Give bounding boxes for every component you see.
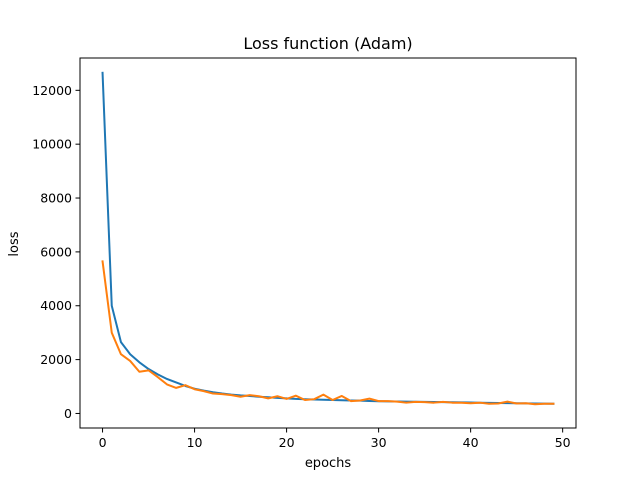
axes-frame <box>79 57 577 429</box>
y-tick-label: 6000 <box>40 244 72 259</box>
y-tick-label: 12000 <box>32 83 72 98</box>
y-tick-label: 4000 <box>40 298 72 313</box>
y-tick-label: 10000 <box>32 137 72 152</box>
y-tick-label: 8000 <box>40 191 72 206</box>
plot-area: 0 10 20 30 40 50 0 2000 4000 6000 8000 10000 12000 <box>32 57 577 450</box>
x-tick-label: 0 <box>99 435 107 450</box>
y-tick-label: 0 <box>64 406 72 421</box>
x-axis-label: epochs <box>305 456 352 471</box>
y-tick-label: 2000 <box>40 352 72 367</box>
x-tick-label: 10 <box>187 435 203 450</box>
series-line-2 <box>101 260 555 406</box>
x-tick-label: 20 <box>279 435 295 450</box>
x-tick-label: 40 <box>463 435 479 450</box>
x-tick-label: 30 <box>371 435 387 450</box>
chart-title: Loss function (Adam) <box>243 34 412 53</box>
y-axis-label: loss <box>7 231 22 256</box>
x-tick-label: 50 <box>555 435 571 450</box>
